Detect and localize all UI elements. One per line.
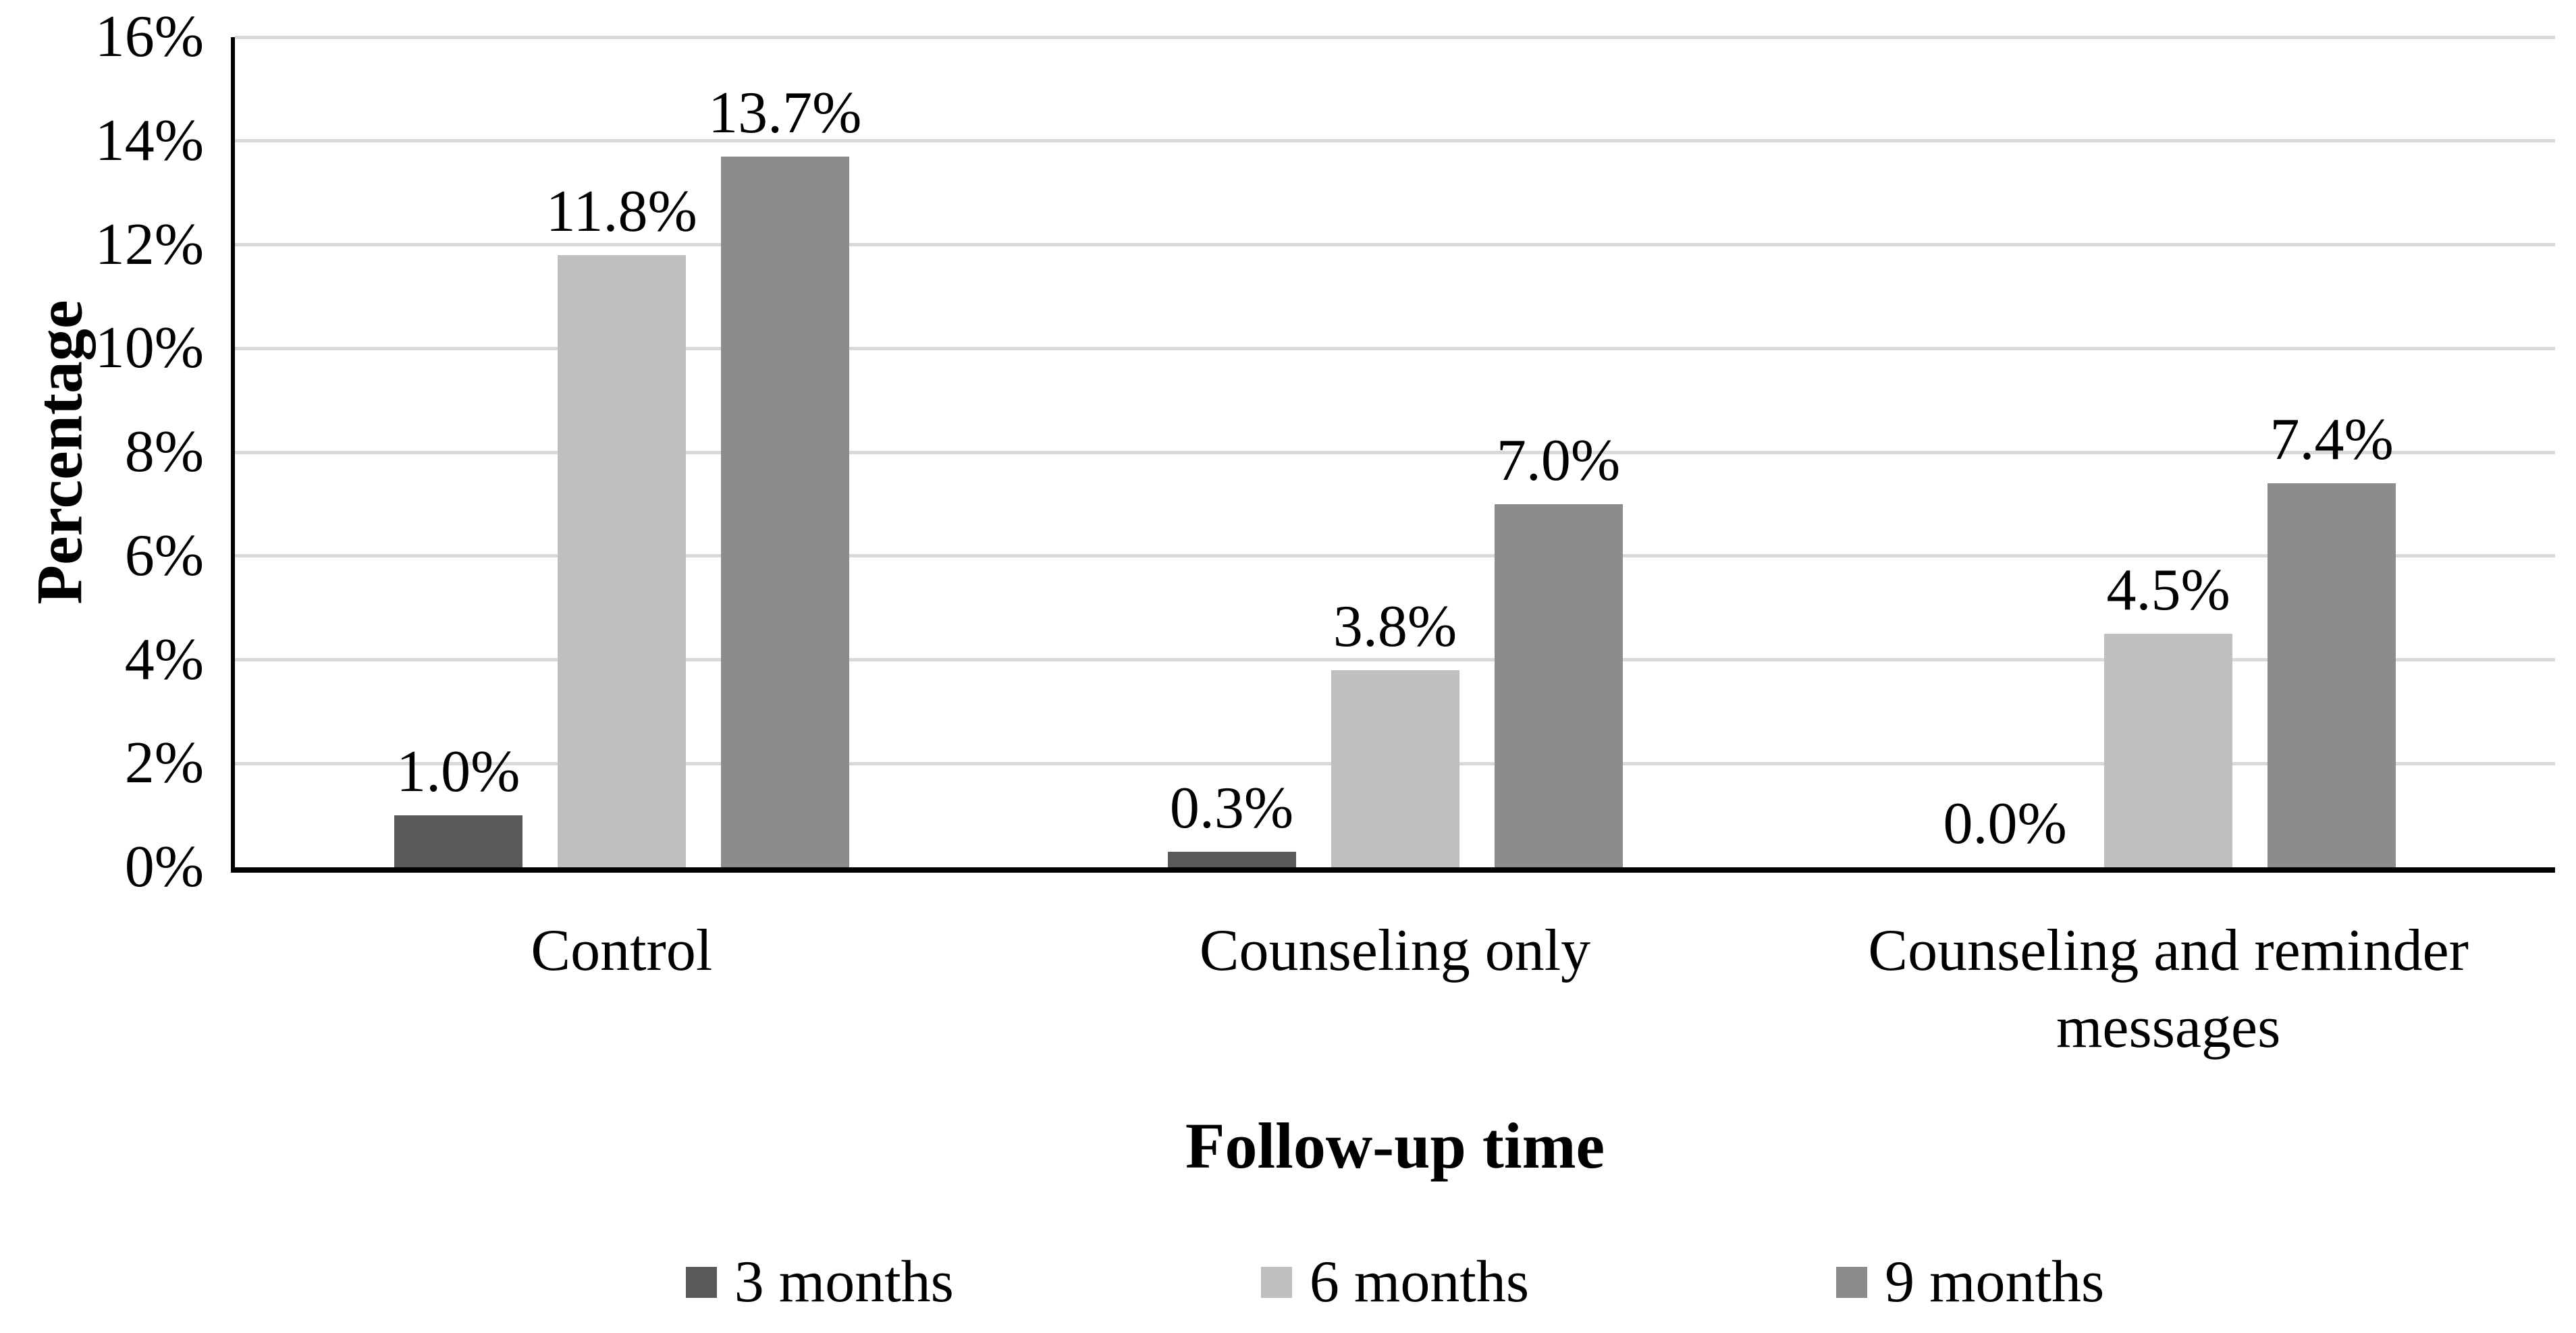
bar-slot: 0.3%	[1167, 37, 1296, 867]
y-tick-label: 4%	[124, 626, 204, 692]
y-tick-label: 6%	[124, 522, 204, 589]
legend-marker-icon	[1836, 1267, 1868, 1299]
category-label: Counseling and reminder messages	[1868, 918, 2469, 1060]
bar-group: 0.0% 4.5% 7.4%	[1781, 37, 2555, 867]
bar-value-label: 7.0%	[1496, 427, 1621, 493]
bar	[2104, 634, 2233, 867]
y-axis-line	[231, 37, 235, 873]
y-tick-label: 14%	[95, 107, 204, 173]
x-axis-line	[231, 867, 2555, 873]
gridline	[235, 35, 2555, 39]
y-tick-label: 16%	[95, 4, 204, 70]
legend-label: 3 months	[734, 1249, 954, 1315]
bar-group: 1.0% 11.8% 13.7%	[235, 37, 1009, 867]
bar-slot: 7.0%	[1494, 37, 1623, 867]
legend-marker-icon	[1260, 1267, 1292, 1299]
y-tick-label: 10%	[95, 315, 204, 381]
gridline	[235, 554, 2555, 558]
bar-value-label: 4.5%	[2106, 557, 2230, 624]
bar-slot: 13.7%	[708, 37, 861, 867]
bar-value-label: 3.8%	[1333, 593, 1457, 659]
bar-value-label: 7.4%	[2270, 407, 2394, 473]
x-axis-title: Follow-up time	[1185, 1110, 1605, 1182]
legend-label: 6 months	[1309, 1249, 1530, 1315]
bar-group: 0.3% 3.8% 7.0%	[1009, 37, 1782, 867]
bar-slot: 4.5%	[2104, 37, 2233, 867]
gridline	[235, 658, 2555, 661]
category-label: Control	[531, 918, 713, 983]
bar	[1331, 670, 1459, 867]
legend-item: 3 months	[685, 1249, 954, 1315]
bar-slot: 11.8%	[546, 37, 697, 867]
bar-slot: 0.0%	[1941, 37, 2069, 867]
bar-value-label: 0.0%	[1943, 791, 2067, 856]
y-tick-label: 0%	[124, 834, 204, 900]
gridline	[235, 243, 2555, 246]
gridline	[235, 346, 2555, 350]
bar	[720, 156, 849, 867]
bar-groups: 1.0% 11.8% 13.7% 0.3% 3.8% 7.0% 0.0% 4.5% 7.4%	[235, 37, 2555, 867]
legend-marker-icon	[685, 1267, 717, 1299]
bar-slot: 1.0%	[394, 37, 522, 867]
legend-item: 9 months	[1836, 1249, 2105, 1315]
bar	[394, 815, 522, 867]
y-tick-label: 2%	[124, 730, 204, 796]
bar-value-label: 1.0%	[396, 739, 520, 805]
bar-value-label: 11.8%	[545, 178, 697, 244]
category-label: Counseling only	[1199, 918, 1591, 983]
bar	[557, 254, 686, 867]
y-tick-label: 12%	[95, 211, 204, 277]
legend: 3 months 6 months 9 months	[235, 1249, 2555, 1315]
gridline	[235, 139, 2555, 143]
bar	[1494, 504, 1623, 867]
legend-item: 6 months	[1260, 1249, 1530, 1315]
bar-value-label: 0.3%	[1169, 775, 1294, 841]
category-labels-row: Control Counseling only Counseling and rem…	[235, 913, 2555, 1066]
plot-area: 1.0% 11.8% 13.7% 0.3% 3.8% 7.0% 0.0% 4.5% 7.4%	[235, 35, 2555, 867]
bar	[1167, 851, 1296, 867]
bar	[2268, 483, 2396, 867]
legend-label: 9 months	[1885, 1249, 2105, 1315]
y-tick-label: 8%	[124, 419, 204, 485]
gridline	[235, 450, 2555, 454]
bar-value-label: 13.7%	[708, 80, 862, 146]
bar-slot: 3.8%	[1331, 37, 1459, 867]
bar-slot: 7.4%	[2268, 37, 2396, 867]
